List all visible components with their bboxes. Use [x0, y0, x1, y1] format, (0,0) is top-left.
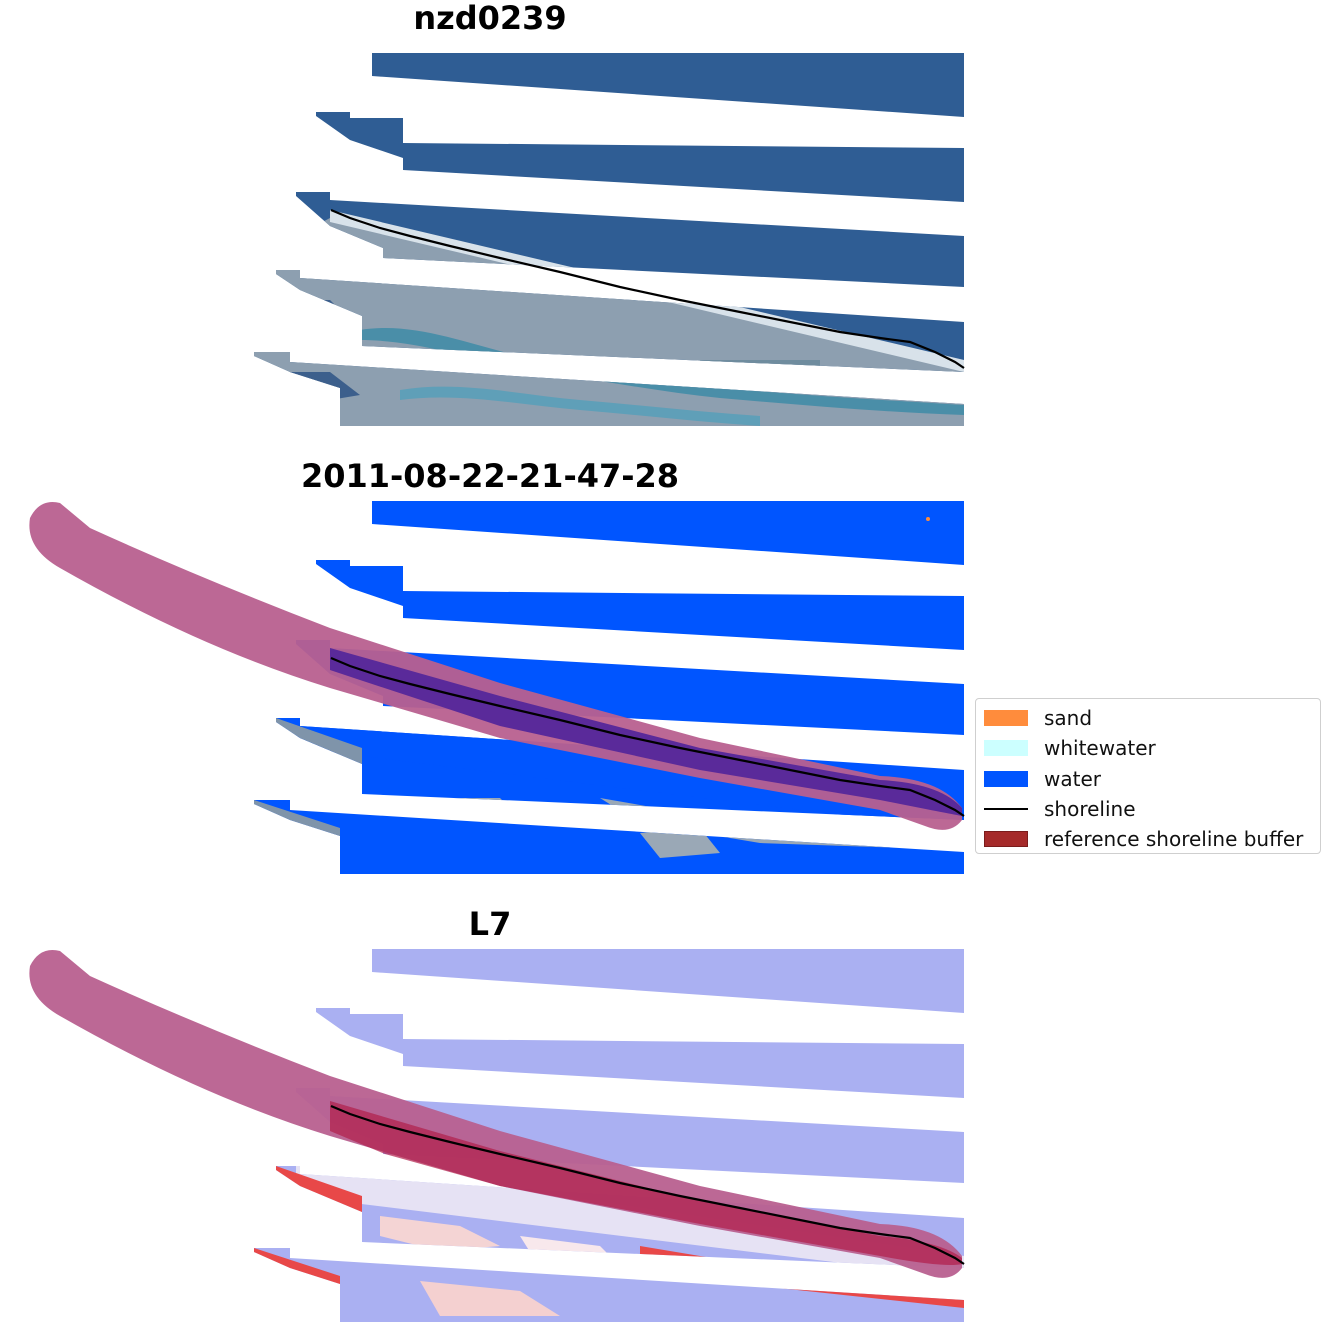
legend-item-whitewater: whitewater: [982, 733, 1314, 763]
panel-title-site: nzd0239: [413, 0, 567, 37]
legend-label: shoreline: [1044, 797, 1136, 822]
legend-item-shoreline: shoreline: [982, 794, 1314, 824]
legend-label: reference shoreline buffer: [1044, 827, 1304, 852]
legend-swatch: [984, 740, 1028, 757]
index-image-panel: [29, 949, 965, 1322]
shoreline: [330, 208, 965, 369]
legend-item-sand: sand: [982, 703, 1314, 733]
rgb-image-panel: [254, 53, 965, 426]
reference-shoreline-buffer: [29, 502, 962, 830]
legend-label: whitewater: [1044, 736, 1156, 761]
legend-swatch: [984, 710, 1028, 727]
legend-item-water: water: [982, 764, 1314, 794]
legend-label: sand: [1044, 706, 1093, 731]
legend-item-reference-shoreline-buffer: reference shoreline buffer: [982, 824, 1314, 854]
shoreline: [330, 1104, 965, 1265]
shoreline: [330, 656, 965, 817]
legend: sand whitewater water shoreline reference sh…: [975, 698, 1321, 854]
legend-label: water: [1044, 766, 1101, 791]
legend-swatch: [984, 770, 1028, 787]
panel-title-date: 2011-08-22-21-47-28: [300, 457, 680, 495]
legend-swatch: [984, 831, 1028, 848]
legend-swatch: [984, 808, 1028, 811]
reference-shoreline-buffer: [29, 950, 962, 1278]
panel-title-satellite: L7: [468, 905, 512, 943]
classified-image-panel: [29, 501, 965, 874]
